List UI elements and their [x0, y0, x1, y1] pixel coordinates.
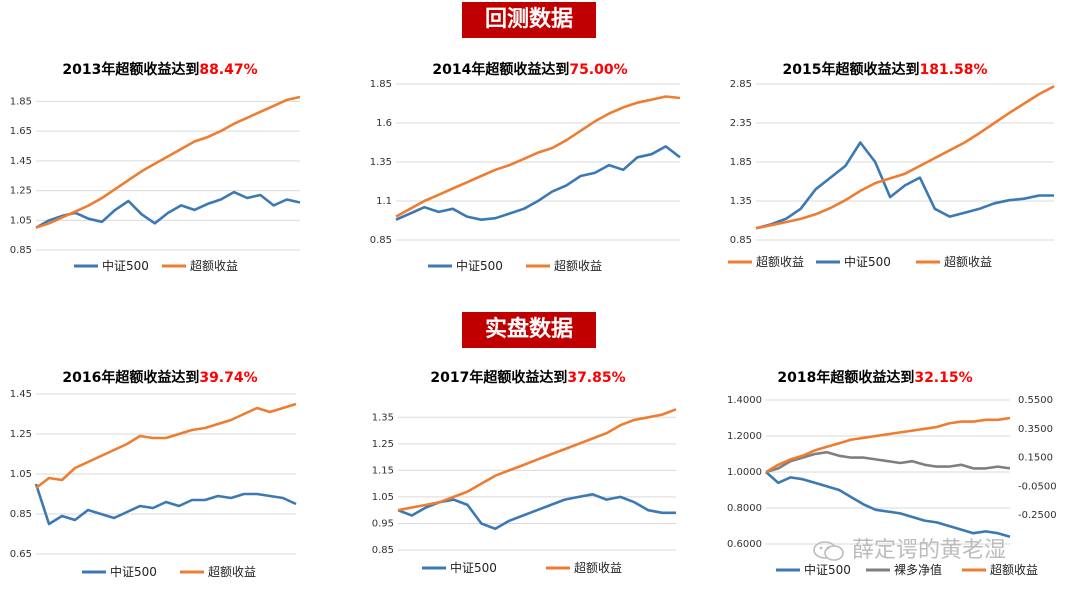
y-tick-label: 1.35 — [730, 196, 752, 207]
y-tick-label: 1.0000 — [727, 467, 762, 478]
chart-2015: 2015年超额收益达到181.58% 0.85 1.35 1.85 2.35 2.85 超额… — [720, 58, 1065, 288]
series-line-超额收益 — [35, 402, 297, 490]
legend-label: 中证500 — [804, 562, 851, 577]
chart-2017: 2017年超额收益达到37.85% 0.85 0.95 1.05 1.15 1.25 1.3… — [358, 366, 698, 594]
chart-title-prefix: 2018年超额收益达到 — [777, 369, 914, 386]
chart-title-value: 181.58% — [919, 62, 987, 78]
y-tick-label: 1.25 — [10, 429, 32, 440]
y-tick-label: 0.85 — [10, 509, 32, 520]
chart-2014-svg: 2014年超额收益达到75.00% 0.85 1.1 1.35 1.6 1.85 中证500… — [370, 61, 681, 273]
y-tick-label: 1.6 — [376, 118, 392, 129]
chart-title-prefix: 2013年超额收益达到 — [62, 61, 199, 78]
chart-2015-svg: 2015年超额收益达到181.58% 0.85 1.35 1.85 2.35 2.85 超额… — [728, 61, 1055, 269]
y-tick-label: 0.85 — [730, 235, 752, 246]
y-tick-label: 1.2000 — [727, 431, 762, 442]
y-tick-label: 0.85 — [10, 245, 32, 256]
legend-label: 超额收益 — [574, 560, 622, 575]
chart-2018: 2018年超额收益达到32.15% 0.6000 0.8000 1.0000 1.200… — [727, 366, 1080, 594]
chart-title-value: 32.15% — [914, 370, 972, 386]
series-line-中证500 — [755, 141, 1054, 230]
legend-label: 超额收益 — [756, 254, 804, 269]
chart-2013-svg: 2013年超额收益达到88.47% 0.85 1.05 1.25 1.45 1.65 1.8… — [10, 61, 301, 273]
series-line-超额收益 — [755, 85, 1055, 230]
y-tick-label: 1.25 — [10, 186, 32, 197]
legend-label: 裸多净值 — [894, 562, 942, 577]
chart-2014: 2014年超额收益达到75.00% 0.85 1.1 1.35 1.6 1.85 中证500… — [360, 58, 700, 288]
series-line-中证500 — [34, 483, 297, 526]
chart-title-prefix: 2015年超额收益达到 — [782, 61, 919, 78]
chart-2017-svg: 2017年超额收益达到37.85% 0.85 0.95 1.05 1.15 1.25 1.3… — [372, 369, 677, 575]
y-tick-label: 0.65 — [10, 549, 32, 560]
y-tick-label: 1.85 — [370, 79, 392, 90]
chart-title: 2014年超额收益达到75.00% — [432, 61, 627, 78]
y-tick-label: 1.45 — [10, 389, 32, 400]
chart-title-prefix: 2014年超额收益达到 — [432, 61, 569, 78]
watermark-text: 薛定谔的黄老湿 — [852, 538, 1007, 563]
y-tick-label: 1.05 — [372, 492, 394, 503]
legend-label: 中证500 — [456, 258, 503, 273]
y-tick-label: 1.25 — [372, 439, 394, 450]
y2-tick-label: 0.1500 — [1018, 453, 1053, 464]
legend-label: 中证500 — [102, 258, 149, 273]
legend-label: 超额收益 — [554, 258, 602, 273]
y-tick-label: 1.65 — [10, 126, 32, 137]
wechat-icon — [813, 541, 844, 561]
series-line-中证500 — [395, 145, 681, 221]
y2-tick-label: -0.2500 — [1018, 510, 1057, 521]
chart-title-value: 37.85% — [567, 370, 625, 386]
legend-label: 中证500 — [110, 564, 157, 579]
y-tick-label: 1.45 — [10, 156, 32, 167]
legend-label: 超额收益 — [944, 254, 992, 269]
y-tick-label: 1.35 — [370, 157, 392, 168]
y-tick-label: 0.6000 — [727, 539, 762, 550]
y-tick-label: 0.85 — [370, 235, 392, 246]
y-tick-label: 0.85 — [372, 545, 394, 556]
chart-title: 2015年超额收益达到181.58% — [782, 61, 987, 78]
chart-title: 2016年超额收益达到39.74% — [62, 369, 257, 386]
y-tick-label: 1.05 — [10, 469, 32, 480]
y2-tick-label: 0.5500 — [1018, 395, 1053, 406]
y-tick-label: 1.85 — [10, 96, 32, 107]
y-tick-label: 2.85 — [730, 79, 752, 90]
chart-2016-svg: 2016年超额收益达到39.74% 0.65 0.85 1.05 1.25 1.45 中证5… — [10, 369, 297, 579]
chart-title: 2018年超额收益达到32.15% — [777, 369, 972, 386]
y-tick-label: 1.4000 — [727, 395, 762, 406]
y-tick-label: 1.05 — [10, 215, 32, 226]
legend-label: 中证500 — [450, 560, 497, 575]
legend-label: 超额收益 — [990, 562, 1038, 577]
legend-label: 超额收益 — [190, 258, 238, 273]
series-line-裸多净值 — [765, 450, 1011, 474]
chart-title-value: 88.47% — [199, 62, 257, 78]
live-banner: 实盘数据 — [462, 312, 596, 348]
series-line-超额收益 — [765, 416, 1011, 474]
y-tick-label: 1.15 — [372, 465, 394, 476]
chart-title-prefix: 2016年超额收益达到 — [62, 369, 199, 386]
legend-label: 中证500 — [844, 254, 891, 269]
y-tick-label: 1.35 — [372, 412, 394, 423]
chart-title: 2017年超额收益达到37.85% — [430, 369, 625, 386]
y-tick-label: 1.85 — [730, 157, 752, 168]
series-line-超额收益 — [397, 408, 677, 512]
chart-2013: 2013年超额收益达到88.47% 0.85 1.05 1.25 1.45 1.65 1.8… — [0, 58, 330, 288]
chart-2018-svg: 2018年超额收益达到32.15% 0.6000 0.8000 1.0000 1.200… — [727, 369, 1057, 577]
y-tick-label: 0.8000 — [727, 503, 762, 514]
chart-2016: 2016年超额收益达到39.74% 0.65 0.85 1.05 1.25 1.45 中证5… — [0, 366, 330, 594]
chart-title-value: 39.74% — [199, 370, 257, 386]
series-line-中证500 — [765, 471, 1011, 539]
y-tick-label: 2.35 — [730, 118, 752, 129]
y2-tick-label: 0.3500 — [1018, 424, 1053, 435]
backtest-banner: 回测数据 — [462, 2, 596, 38]
chart-title: 2013年超额收益达到88.47% — [62, 61, 257, 78]
series-line-超额收益 — [395, 95, 681, 218]
series-line-超额收益 — [35, 95, 301, 229]
chart-title-value: 75.00% — [569, 62, 627, 78]
series-line-中证500 — [35, 190, 301, 229]
y-tick-label: 1.1 — [376, 196, 392, 207]
legend-label: 超额收益 — [208, 564, 256, 579]
y2-tick-label: -0.0500 — [1018, 481, 1057, 492]
chart-title-prefix: 2017年超额收益达到 — [430, 369, 567, 386]
y-tick-label: 0.95 — [372, 518, 394, 529]
watermark: 薛定谔的黄老湿 — [812, 532, 1006, 564]
